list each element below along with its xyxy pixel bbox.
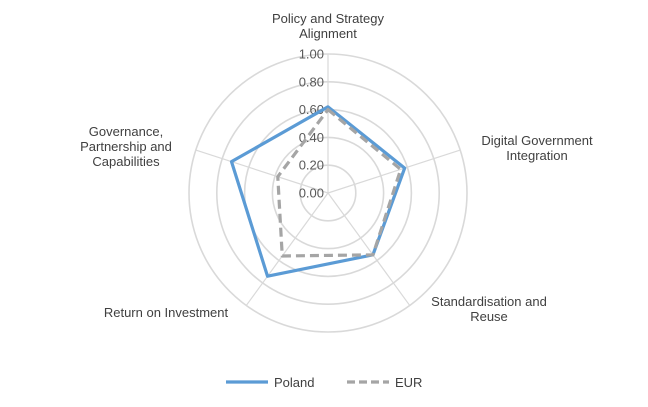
axis-label-line: Integration bbox=[506, 148, 567, 163]
axis-label: Policy and Strategy Alignment bbox=[272, 11, 385, 41]
axis-spoke bbox=[327, 149, 461, 194]
axis-label-line: Alignment bbox=[299, 26, 357, 41]
axis-label-line: Governance, bbox=[89, 124, 163, 139]
axis-label-line: Reuse bbox=[470, 309, 508, 324]
legend: Poland EUR bbox=[226, 375, 422, 390]
axis-spoke bbox=[327, 192, 411, 306]
axis-label: Standardisation and Reuse bbox=[431, 294, 547, 324]
axis-label: Return on Investment bbox=[104, 305, 229, 320]
axis-label-line: Digital Government bbox=[481, 133, 593, 148]
axis-label-line: Standardisation and bbox=[431, 294, 547, 309]
series-line-poland bbox=[229, 105, 407, 278]
axis-label-line: Partnership and bbox=[80, 139, 172, 154]
radial-tick-label: 0.20 bbox=[299, 158, 324, 173]
axis-label-line: Return on Investment bbox=[104, 305, 229, 320]
axis-labels: Policy and Strategy Alignment Digital Gove… bbox=[80, 11, 593, 324]
legend-label-poland: Poland bbox=[274, 375, 314, 390]
radial-tick-labels: 0.000.200.400.600.801.00 bbox=[299, 47, 324, 201]
axis-label: Digital Government Integration bbox=[481, 133, 593, 163]
axis-label: Governance, Partnership and Capabilities bbox=[80, 124, 172, 169]
radar-grid bbox=[188, 53, 468, 333]
radial-tick-label: 1.00 bbox=[299, 47, 324, 62]
radial-tick-label: 0.00 bbox=[299, 186, 324, 201]
series-lines bbox=[229, 105, 407, 278]
series-line-eur bbox=[276, 107, 403, 258]
axis-label-line: Policy and Strategy bbox=[272, 11, 385, 26]
axis-spoke bbox=[195, 149, 329, 194]
legend-label-eur: EUR bbox=[395, 375, 422, 390]
axis-label-line: Capabilities bbox=[92, 154, 160, 169]
radial-tick-label: 0.80 bbox=[299, 74, 324, 89]
axis-spoke bbox=[245, 192, 329, 306]
